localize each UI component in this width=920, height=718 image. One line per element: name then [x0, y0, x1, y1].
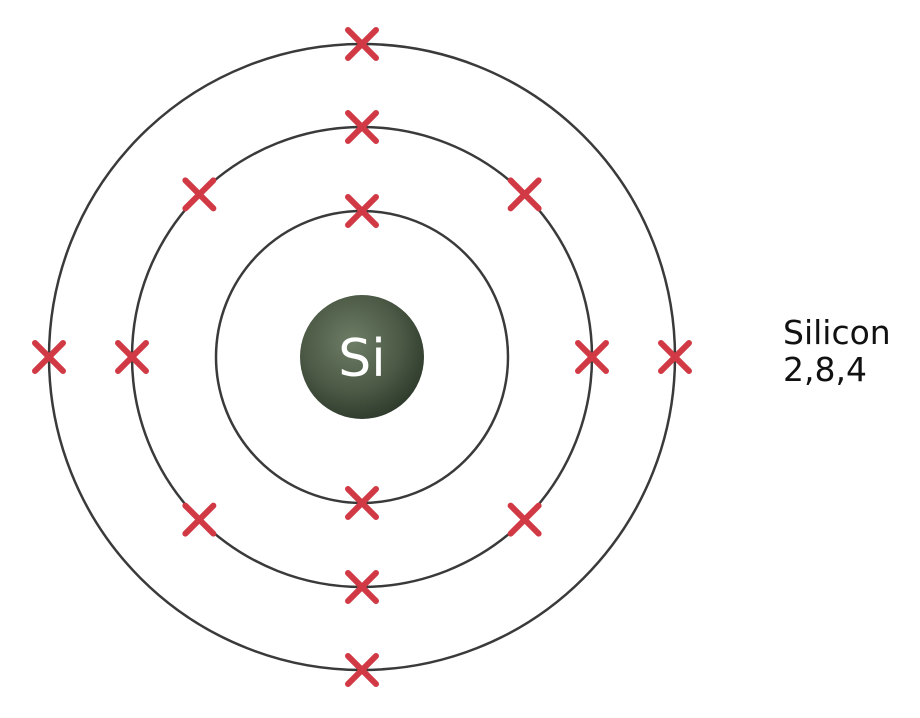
nucleus	[300, 295, 424, 419]
electron-shell-2-4	[507, 502, 542, 537]
electron-shell-2-6	[182, 502, 217, 537]
electron-shell-3-3	[345, 653, 379, 687]
electron-shell-2-8	[182, 177, 217, 212]
electron-shell-3-4	[32, 340, 66, 374]
element-name: Silicon	[783, 313, 891, 352]
electron-shell-2-3	[575, 340, 609, 374]
electron-shell-1-1	[345, 194, 379, 228]
nucleus-symbol: Si	[338, 329, 385, 389]
electron-shell-2-5	[345, 570, 379, 604]
element-caption: Silicon 2,8,4	[783, 314, 891, 388]
electron-configuration: 2,8,4	[783, 350, 867, 389]
electron-shell-3-2	[658, 340, 692, 374]
electron-shell-2-1	[345, 110, 379, 144]
electrons-group	[32, 27, 692, 687]
electron-shell-2-7	[115, 340, 149, 374]
electron-shell-3-1	[345, 27, 379, 61]
electron-shell-2-2	[507, 177, 542, 212]
electron-shell-1-2	[345, 486, 379, 520]
